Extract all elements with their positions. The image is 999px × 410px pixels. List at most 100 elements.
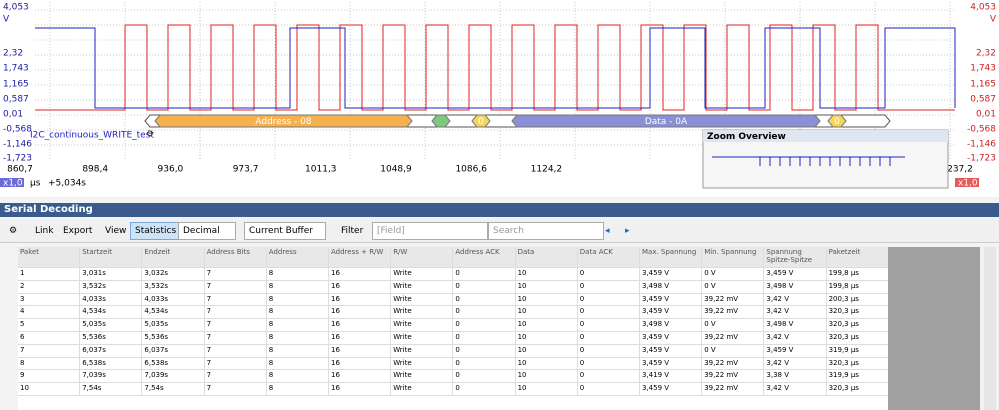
table-cell: 6,538s: [80, 357, 143, 371]
table-cell: 10: [515, 344, 578, 358]
table-cell: 6,037s: [80, 344, 143, 358]
table-cell: 3,498 V: [640, 280, 703, 294]
column-header: R/W: [391, 247, 454, 268]
statistics-button[interactable]: Statistics: [130, 222, 182, 240]
table-cell: 3,498 V: [764, 319, 827, 332]
time-axis-label: 1048,9: [380, 165, 412, 175]
table-cell: 320,3 µs: [826, 357, 889, 371]
decode-label: Address - 08: [255, 117, 312, 127]
column-header: Paket: [18, 247, 81, 268]
table-cell: 7: [204, 383, 267, 396]
left-axis-label: -1,723: [3, 154, 32, 164]
left-axis-label: 1,743: [3, 64, 29, 74]
time-axis-label: 1086,6: [455, 165, 487, 175]
table-cell: 0 V: [702, 268, 765, 281]
format-dropdown[interactable]: Decimal: [178, 222, 236, 240]
table-cell: 0: [453, 319, 516, 332]
table-cell: 8: [266, 357, 329, 371]
table-cell: 7: [204, 306, 267, 320]
table-cell: 16: [329, 293, 392, 307]
table-cell: 3,031s: [80, 268, 143, 281]
table-cell: 5,536s: [80, 332, 143, 345]
table-cell: 3,532s: [80, 280, 143, 294]
table-cell: 7: [204, 357, 267, 371]
table-cell: 8: [266, 332, 329, 345]
column-header: Address + R/W: [329, 247, 392, 268]
table-cell: 3,459 V: [764, 268, 827, 281]
table-cell: 3,42 V: [764, 357, 827, 371]
table-cell: 16: [329, 383, 392, 396]
field-dropdown[interactable]: [Field]: [372, 222, 488, 240]
table-cell: 7: [204, 268, 267, 281]
prev-button[interactable]: ◂: [605, 226, 610, 236]
right-axis-label: -1,146: [967, 140, 996, 150]
settings-button[interactable]: ⚙: [9, 226, 18, 236]
next-button[interactable]: ▸: [625, 226, 630, 236]
time-axis-label: 898,4: [82, 165, 108, 175]
table-cell: 5,035s: [80, 319, 143, 332]
sda-trace: [35, 27, 956, 109]
table-cell: 6: [18, 332, 81, 345]
column-header: Data ACK: [577, 247, 640, 268]
decode-packet: [471, 114, 491, 128]
table-cell: 8: [266, 383, 329, 396]
table-cell: 3,42 V: [764, 293, 827, 307]
view-button[interactable]: View: [105, 226, 127, 236]
table-cell: 0 V: [702, 344, 765, 358]
table-cell: 8: [266, 268, 329, 281]
table-cell: 6,037s: [142, 344, 205, 358]
table-cell: 16: [329, 332, 392, 345]
table-cell: 16: [329, 319, 392, 332]
table-cell: 7,039s: [80, 370, 143, 384]
search-box[interactable]: Search: [488, 222, 604, 240]
table-cell: 199,8 µs: [826, 268, 889, 281]
table-cell: 7: [204, 344, 267, 358]
table-cell: 0 V: [702, 319, 765, 332]
table-cell: 9: [18, 370, 81, 384]
decode-packet: [511, 114, 821, 128]
table-cell: 8: [266, 319, 329, 332]
buffer-dropdown[interactable]: Current Buffer: [244, 222, 326, 240]
table-cell: Write: [391, 344, 454, 358]
channel-label: I2C_continuous_WRITE_test: [30, 131, 154, 141]
table-cell: 8: [266, 344, 329, 358]
table-cell: 16: [329, 280, 392, 294]
decode-packet: [154, 114, 413, 128]
table-cell: 7: [204, 370, 267, 384]
column-header: Paketzeit: [826, 247, 889, 268]
table-cell: 3,459 V: [640, 357, 703, 371]
table-cell: 0: [453, 268, 516, 281]
table-cell: 200,3 µs: [826, 293, 889, 307]
link-button[interactable]: Link: [35, 226, 54, 236]
table-cell: 7: [204, 319, 267, 332]
left-axis-label: 1,165: [3, 80, 29, 90]
left-axis-label: 0,587: [3, 95, 29, 105]
table-cell: Write: [391, 383, 454, 396]
table-cell: 10: [515, 319, 578, 332]
table-cell: 0: [577, 357, 640, 371]
filter-button[interactable]: Filter: [341, 226, 364, 236]
table-cell: 1: [18, 268, 81, 281]
scrollbar[interactable]: [984, 247, 996, 410]
table-cell: 4,534s: [80, 306, 143, 320]
column-header: Endzeit: [142, 247, 205, 268]
decode-packet: [431, 114, 451, 128]
table-cell: 39,22 mV: [702, 370, 765, 384]
time-axis-label: 973,7: [233, 165, 259, 175]
column-header: Spannung Spitze-Spitze: [764, 247, 827, 268]
export-button[interactable]: Export: [63, 226, 93, 236]
table-cell: 320,3 µs: [826, 332, 889, 345]
table-cell: Write: [391, 306, 454, 320]
left-axis-label: V: [3, 15, 10, 25]
table-cell: 10: [515, 293, 578, 307]
column-header: Startzeit: [80, 247, 143, 268]
table-cell: 7,54s: [142, 383, 205, 396]
table-cell: 199,8 µs: [826, 280, 889, 294]
table-cell: 39,22 mV: [702, 357, 765, 371]
right-axis-label: 0,587: [970, 95, 996, 105]
table-cell: 10: [515, 370, 578, 384]
table-cell: 5,536s: [142, 332, 205, 345]
column-header: Address Bits: [204, 247, 267, 268]
table-cell: 0 V: [702, 280, 765, 294]
right-axis-label: V: [990, 15, 997, 25]
